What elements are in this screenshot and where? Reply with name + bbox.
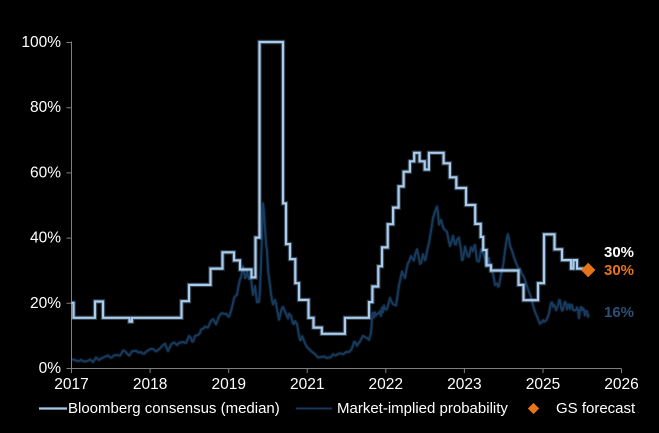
svg-text:100%: 100% [21, 34, 61, 51]
svg-text:30%: 30% [604, 262, 634, 279]
svg-text:0%: 0% [39, 360, 62, 377]
svg-text:2017: 2017 [54, 376, 88, 393]
svg-text:2026: 2026 [604, 376, 638, 393]
svg-text:80%: 80% [30, 99, 61, 116]
svg-text:20%: 20% [30, 295, 61, 312]
svg-text:16%: 16% [604, 304, 634, 321]
svg-text:2018: 2018 [133, 376, 167, 393]
svg-text:2023: 2023 [447, 376, 481, 393]
svg-text:2021: 2021 [290, 376, 324, 393]
svg-text:2025: 2025 [526, 376, 560, 393]
svg-text:2022: 2022 [369, 376, 403, 393]
svg-text:Bloomberg consensus (median): Bloomberg consensus (median) [68, 400, 280, 417]
svg-text:60%: 60% [30, 164, 61, 181]
svg-text:30%: 30% [604, 244, 634, 261]
svg-text:GS forecast: GS forecast [556, 400, 636, 417]
svg-text:2019: 2019 [211, 376, 245, 393]
svg-text:40%: 40% [30, 230, 61, 247]
svg-text:Market-implied probability: Market-implied probability [337, 400, 508, 417]
